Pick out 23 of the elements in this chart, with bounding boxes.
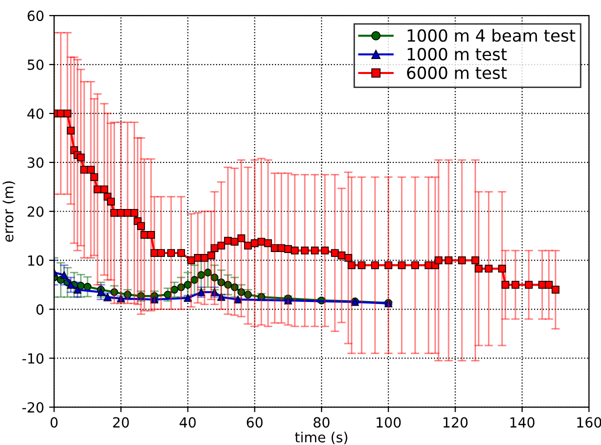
x-tick-label: 100 — [376, 417, 401, 428]
x-tick-label: 0 — [50, 417, 58, 428]
x-tick-label: 60 — [246, 417, 263, 428]
x-tick-label: 120 — [444, 417, 468, 428]
x-axis-title: time (s) — [294, 432, 348, 444]
x-tick-label: 160 — [577, 417, 601, 428]
y-tick-label: 50 — [28, 59, 44, 70]
y-tick-label: 60 — [28, 10, 44, 22]
x-tick-label: 20 — [113, 417, 129, 428]
y-tick-label: 40 — [27, 108, 44, 119]
y-tick-label: 20 — [28, 206, 44, 217]
x-tick-label: 80 — [314, 417, 330, 428]
y-tick-label: 0 — [36, 304, 44, 315]
x-tick-label: 40 — [180, 417, 196, 428]
y-tick-label: 30 — [28, 157, 44, 168]
y-tick-label: -20 — [22, 402, 44, 413]
legend-label: 1000 m test — [408, 48, 507, 60]
y-axis-title: error (m) — [2, 181, 16, 242]
legend-label: 1000 m 4 beam test — [408, 28, 576, 42]
y-tick-label: -10 — [22, 353, 44, 364]
y-tick-label: 10 — [28, 255, 44, 266]
legend-label: 6000 m test — [407, 66, 507, 80]
x-tick-label: 140 — [510, 417, 534, 428]
